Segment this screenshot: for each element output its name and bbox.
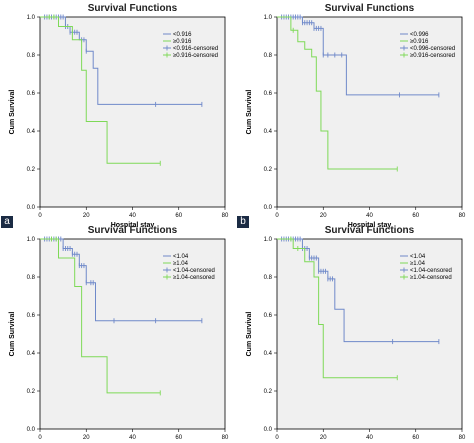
- legend-label: <0.916: [173, 32, 192, 38]
- legend-label: <0.916-censored: [173, 46, 218, 52]
- y-tick-label: 1.0: [27, 237, 36, 243]
- plot-area: [276, 238, 463, 430]
- y-tick-label: 0.6: [27, 91, 36, 97]
- x-tick-label: 80: [459, 435, 466, 441]
- y-tick-label: 0.6: [27, 313, 36, 319]
- chart-title: Survival Functions: [88, 3, 178, 14]
- y-tick-label: 0.0: [264, 427, 273, 433]
- legend-label: ≥1.04: [410, 261, 426, 267]
- chart-svg-c: Survival Functions 0.0 0.2 0.4 0.6 0.8 1.0 0 20 4…: [9, 225, 229, 441]
- series-line-2: [277, 16, 398, 170]
- panel-label-b: b: [237, 216, 249, 228]
- x-tick-label: 40: [129, 435, 136, 441]
- legend-label: <1.04: [410, 254, 426, 260]
- y-tick-label: 0.4: [264, 129, 273, 135]
- legend-label: ≥0.916-censored: [173, 53, 218, 59]
- x-tick-label: 80: [459, 213, 466, 219]
- series-line-2: [40, 16, 161, 164]
- y-tick-label: 0.6: [264, 313, 273, 319]
- y-tick-label: 0.4: [27, 129, 36, 135]
- chart-svg-d: Survival Functions 0.0 0.2 0.4 0.6 0.8 1.0 0 20 4…: [246, 225, 466, 441]
- x-tick-label: 80: [222, 435, 229, 441]
- series-line-2: [40, 238, 161, 394]
- x-tick-label: 20: [83, 213, 90, 219]
- y-tick-label: 0.2: [27, 389, 36, 395]
- legend-label: <1.04: [173, 254, 189, 260]
- survival-chart-d: Survival Functions 0.0 0.2 0.4 0.6 0.8 1.0 0 20 4…: [237, 222, 474, 443]
- y-tick-label: 0.2: [264, 389, 273, 395]
- x-tick-label: 60: [412, 435, 419, 441]
- y-tick-label: 0.6: [264, 91, 273, 97]
- x-tick-label: 80: [222, 213, 229, 219]
- chart-title: Survival Functions: [88, 225, 178, 236]
- y-tick-label: 0.8: [27, 275, 36, 281]
- y-tick-label: 0.4: [264, 351, 273, 357]
- y-tick-label: 0.2: [264, 167, 273, 173]
- y-tick-label: 0.0: [27, 205, 36, 211]
- x-tick-label: 60: [175, 213, 182, 219]
- legend-label: <1.04-censored: [173, 268, 215, 274]
- series-line-2: [277, 238, 398, 379]
- y-axis-label: Cum Survival: [246, 312, 253, 357]
- plot-area: [39, 16, 226, 208]
- y-tick-label: 1.0: [264, 237, 273, 243]
- survival-chart-a: Survival Functions 0.0 0.2 0.4 0.6 0.8 1.0 0 20 4…: [0, 0, 237, 229]
- x-tick-label: 40: [366, 435, 373, 441]
- panel-label-a: a: [1, 216, 13, 228]
- chart-title: Survival Functions: [325, 225, 415, 236]
- chart-title: Survival Functions: [325, 3, 415, 14]
- x-tick-label: 40: [366, 213, 373, 219]
- legend-label: ≥0.916: [410, 39, 429, 45]
- x-tick-label: 0: [275, 435, 279, 441]
- y-axis-label: Cum Survival: [9, 90, 16, 135]
- legend-label: ≥1.04: [173, 261, 189, 267]
- legend-label: <1.04-censored: [410, 268, 452, 274]
- y-axis-label: Cum Survival: [246, 90, 253, 135]
- y-tick-label: 0.8: [264, 53, 273, 59]
- x-tick-label: 60: [412, 213, 419, 219]
- plot-area: [39, 238, 226, 430]
- y-tick-label: 1.0: [27, 15, 36, 21]
- x-tick-label: 0: [38, 213, 42, 219]
- legend-label: ≥1.04-censored: [173, 275, 215, 281]
- x-axis-label: Hospital stay: [348, 222, 392, 229]
- legend-label: ≥0.916: [173, 39, 192, 45]
- y-axis-label: Cum Survival: [9, 312, 16, 357]
- plot-area: [276, 16, 463, 208]
- survival-chart-b: Survival Functions 0.0 0.2 0.4 0.6 0.8 1.0 0 20 4…: [237, 0, 474, 229]
- x-tick-label: 60: [175, 435, 182, 441]
- x-tick-label: 0: [275, 213, 279, 219]
- y-tick-label: 1.0: [264, 15, 273, 21]
- x-tick-label: 40: [129, 213, 136, 219]
- chart-svg-b: Survival Functions 0.0 0.2 0.4 0.6 0.8 1.0 0 20 4…: [246, 3, 466, 229]
- legend-label: <0.996: [410, 32, 429, 38]
- y-tick-label: 0.8: [27, 53, 36, 59]
- x-tick-label: 20: [320, 435, 327, 441]
- x-tick-label: 20: [83, 435, 90, 441]
- x-axis-label: Hospital stay: [111, 222, 155, 229]
- y-tick-label: 0.0: [27, 427, 36, 433]
- survival-chart-c: Survival Functions 0.0 0.2 0.4 0.6 0.8 1.0 0 20 4…: [0, 222, 237, 443]
- chart-svg-a: Survival Functions 0.0 0.2 0.4 0.6 0.8 1.0 0 20 4…: [9, 3, 229, 229]
- x-tick-label: 20: [320, 213, 327, 219]
- y-tick-label: 0.4: [27, 351, 36, 357]
- y-tick-label: 0.8: [264, 275, 273, 281]
- legend-label: ≥0.916-censored: [410, 53, 455, 59]
- x-tick-label: 0: [38, 435, 42, 441]
- y-tick-label: 0.2: [27, 167, 36, 173]
- legend-label: ≥1.04-censored: [410, 275, 452, 281]
- legend-label: <0.996-censored: [410, 46, 455, 52]
- y-tick-label: 0.0: [264, 205, 273, 211]
